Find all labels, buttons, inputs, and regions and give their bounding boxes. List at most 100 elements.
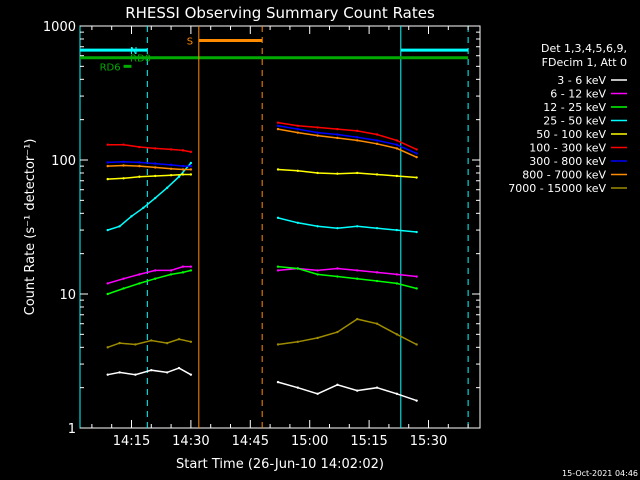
data-point (189, 373, 193, 376)
data-point (336, 275, 339, 278)
data-point (356, 317, 359, 321)
data-point (375, 133, 379, 136)
x-axis-ticks: 14:15 14:30 14:45 15:00 15:15 15:30 (91, 26, 469, 449)
data-point (356, 277, 359, 280)
data-point (150, 339, 153, 342)
data-point (106, 143, 109, 146)
data-point (395, 139, 399, 142)
data-point (415, 343, 418, 346)
y-axis-ticks: 1 10 100 1000 (43, 20, 480, 437)
flag-label-n: N (130, 46, 137, 57)
data-point (138, 273, 141, 276)
data-point (296, 221, 300, 224)
data-point (138, 282, 141, 285)
data-point (154, 196, 157, 200)
data-point (106, 373, 109, 376)
data-point (189, 150, 193, 154)
data-point (276, 269, 280, 272)
series-line (277, 168, 417, 179)
x-tick-label: 15:30 (410, 434, 447, 449)
data-point (375, 142, 379, 146)
data-point (189, 168, 193, 171)
data-point (395, 333, 399, 336)
data-point (122, 164, 125, 167)
data-point (395, 228, 399, 232)
data-point (169, 163, 173, 167)
data-point (189, 161, 193, 165)
data-point (395, 392, 399, 395)
data-point (415, 148, 418, 151)
data-point (415, 275, 418, 278)
data-point (395, 273, 399, 276)
data-point (375, 386, 379, 389)
data-point (415, 399, 418, 402)
data-point (154, 277, 157, 280)
data-point (142, 206, 145, 209)
data-point (189, 340, 193, 343)
series-line (277, 318, 417, 346)
data-point (316, 225, 319, 228)
data-point (296, 131, 300, 134)
legend-entry-label: 50 - 100 keV (536, 128, 606, 141)
legend-entry-label: 25 - 50 keV (543, 115, 606, 128)
x-tick-label: 15:00 (291, 434, 328, 449)
data-point (150, 368, 153, 372)
data-point (395, 282, 399, 285)
data-point (106, 292, 109, 296)
data-point (118, 341, 121, 345)
x-tick-label: 14:30 (172, 434, 209, 449)
data-point (122, 177, 125, 180)
data-point (316, 134, 319, 137)
data-point (122, 143, 125, 146)
x-tick-label: 14:15 (113, 434, 150, 449)
y-tick-label: 1000 (43, 20, 76, 35)
data-point (165, 371, 169, 374)
legend: Det 1,3,4,5,6,9, FDecim 1, Att 0 3 - 6 k… (508, 42, 627, 195)
legend-header-line-1: Det 1,3,4,5,6,9, (541, 42, 627, 55)
legend-entry-label: 7000 - 15000 keV (508, 182, 606, 195)
data-point (106, 346, 109, 349)
data-point (189, 269, 193, 272)
data-point (336, 330, 339, 334)
data-point (177, 337, 181, 341)
data-point (395, 147, 399, 150)
data-point (169, 273, 173, 276)
data-point (375, 226, 379, 230)
data-point (336, 267, 339, 270)
legend-entry-label: 800 - 7000 keV (522, 169, 606, 182)
data-point (356, 129, 359, 133)
series-line (277, 381, 417, 402)
data-point (336, 172, 339, 175)
x-tick-label: 15:15 (350, 434, 387, 449)
data-point (276, 380, 280, 384)
data-point (122, 287, 125, 290)
legend-entry-label: 3 - 6 keV (557, 74, 606, 87)
data-point (138, 161, 141, 164)
data-point (138, 175, 141, 178)
legend-entry-label: 300 - 800 keV (529, 155, 606, 168)
data-point (296, 169, 300, 173)
data-point (106, 177, 109, 181)
data-point (106, 228, 109, 232)
data-point (415, 287, 418, 290)
legend-entry-label: 100 - 300 keV (529, 142, 606, 155)
legend-entry-label: 12 - 25 keV (543, 101, 606, 114)
data-point (181, 168, 185, 171)
x-tick-label: 14:45 (232, 434, 269, 449)
data-point (181, 173, 185, 176)
data-point (415, 230, 418, 234)
data-point (356, 139, 359, 142)
data-point (169, 148, 173, 151)
data-point (375, 271, 379, 274)
data-point (415, 176, 418, 179)
data-point (375, 173, 379, 176)
data-point (336, 127, 339, 131)
data-point (276, 168, 280, 171)
series-line (277, 128, 417, 158)
data-point (296, 124, 300, 127)
series-line (277, 217, 417, 233)
data-point (375, 322, 379, 325)
data-point (296, 127, 300, 131)
